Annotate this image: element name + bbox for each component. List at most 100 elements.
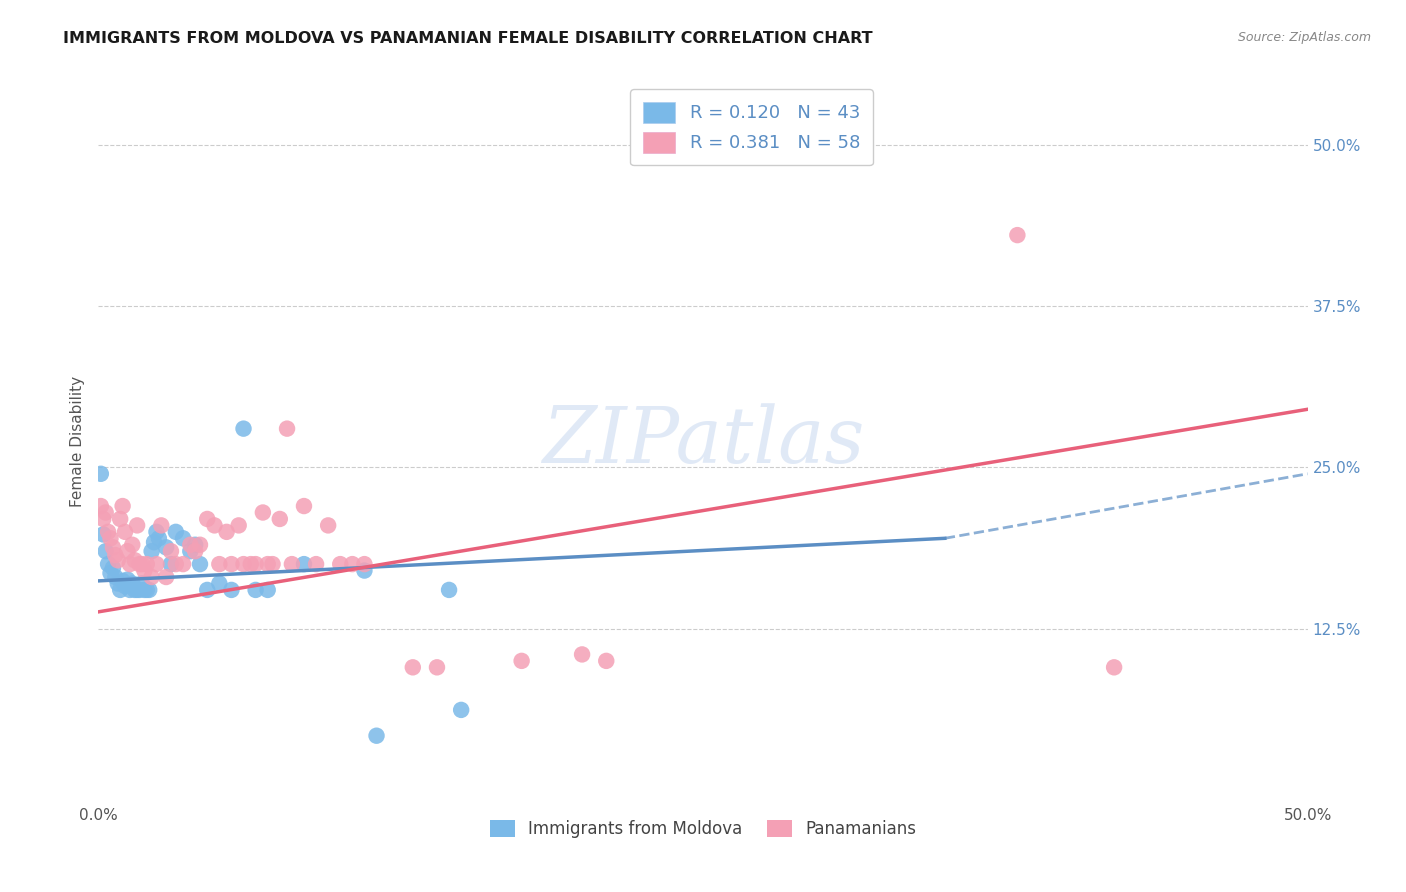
Point xyxy=(245,582,267,597)
Y-axis label: Female Disability: Female Disability xyxy=(69,376,84,508)
Point xyxy=(402,660,425,674)
Point xyxy=(117,573,139,587)
Point xyxy=(292,557,315,571)
Point xyxy=(91,527,114,541)
Point xyxy=(239,557,262,571)
Point xyxy=(90,467,112,481)
Point xyxy=(155,570,177,584)
Point xyxy=(232,557,254,571)
Point xyxy=(94,506,117,520)
Point xyxy=(245,557,267,571)
Point xyxy=(128,582,150,597)
Point xyxy=(160,557,183,571)
Point xyxy=(94,544,117,558)
Point xyxy=(292,499,315,513)
Point xyxy=(316,518,339,533)
Point xyxy=(571,648,593,662)
Point xyxy=(108,512,131,526)
Point xyxy=(131,557,153,571)
Point xyxy=(172,531,194,545)
Point xyxy=(188,538,211,552)
Point xyxy=(138,582,160,597)
Point xyxy=(134,564,156,578)
Point xyxy=(114,579,136,593)
Point xyxy=(172,557,194,571)
Point xyxy=(450,703,472,717)
Point xyxy=(124,553,146,567)
Point xyxy=(276,422,298,436)
Point xyxy=(107,576,129,591)
Point xyxy=(165,524,187,539)
Point xyxy=(127,518,149,533)
Point xyxy=(184,544,207,558)
Point xyxy=(91,512,114,526)
Point xyxy=(269,512,291,526)
Point xyxy=(208,576,231,591)
Point xyxy=(437,582,460,597)
Point xyxy=(232,422,254,436)
Point xyxy=(121,576,143,591)
Point xyxy=(160,544,183,558)
Point xyxy=(143,535,166,549)
Point xyxy=(256,582,278,597)
Point xyxy=(195,582,218,597)
Point xyxy=(195,512,218,526)
Text: Source: ZipAtlas.com: Source: ZipAtlas.com xyxy=(1237,31,1371,45)
Point xyxy=(131,576,153,591)
Point xyxy=(179,538,201,552)
Point xyxy=(305,557,328,571)
Point xyxy=(141,570,163,584)
Point xyxy=(228,518,250,533)
Point xyxy=(104,548,127,562)
Point xyxy=(184,538,207,552)
Point xyxy=(97,557,120,571)
Point xyxy=(256,557,278,571)
Point xyxy=(111,499,134,513)
Point xyxy=(155,541,177,555)
Point xyxy=(281,557,304,571)
Point xyxy=(107,553,129,567)
Point xyxy=(118,557,141,571)
Point xyxy=(101,561,124,575)
Point xyxy=(100,566,122,581)
Point xyxy=(208,557,231,571)
Point xyxy=(90,499,112,513)
Point xyxy=(124,582,146,597)
Point xyxy=(221,557,243,571)
Text: IMMIGRANTS FROM MOLDOVA VS PANAMANIAN FEMALE DISABILITY CORRELATION CHART: IMMIGRANTS FROM MOLDOVA VS PANAMANIAN FE… xyxy=(63,31,873,46)
Point xyxy=(262,557,284,571)
Point xyxy=(101,541,124,555)
Point xyxy=(104,570,127,584)
Point xyxy=(188,557,211,571)
Point xyxy=(114,524,136,539)
Point xyxy=(1007,228,1029,243)
Point xyxy=(148,531,170,545)
Point xyxy=(179,544,201,558)
Text: ZIPatlas: ZIPatlas xyxy=(541,403,865,480)
Point xyxy=(121,538,143,552)
Point xyxy=(252,506,274,520)
Point xyxy=(117,544,139,558)
Point xyxy=(510,654,533,668)
Legend: Immigrants from Moldova, Panamanians: Immigrants from Moldova, Panamanians xyxy=(482,814,924,845)
Point xyxy=(135,557,157,571)
Point xyxy=(215,524,238,539)
Point xyxy=(353,557,375,571)
Point xyxy=(128,557,150,571)
Point xyxy=(118,582,141,597)
Point xyxy=(127,582,149,597)
Point xyxy=(342,557,364,571)
Point xyxy=(111,574,134,588)
Point xyxy=(426,660,449,674)
Point xyxy=(150,518,173,533)
Point xyxy=(221,582,243,597)
Point xyxy=(108,582,131,597)
Point xyxy=(165,557,187,571)
Point xyxy=(353,564,375,578)
Point xyxy=(134,582,156,597)
Point xyxy=(204,518,226,533)
Point xyxy=(1102,660,1125,674)
Point xyxy=(100,531,122,545)
Point xyxy=(595,654,617,668)
Point xyxy=(141,544,163,558)
